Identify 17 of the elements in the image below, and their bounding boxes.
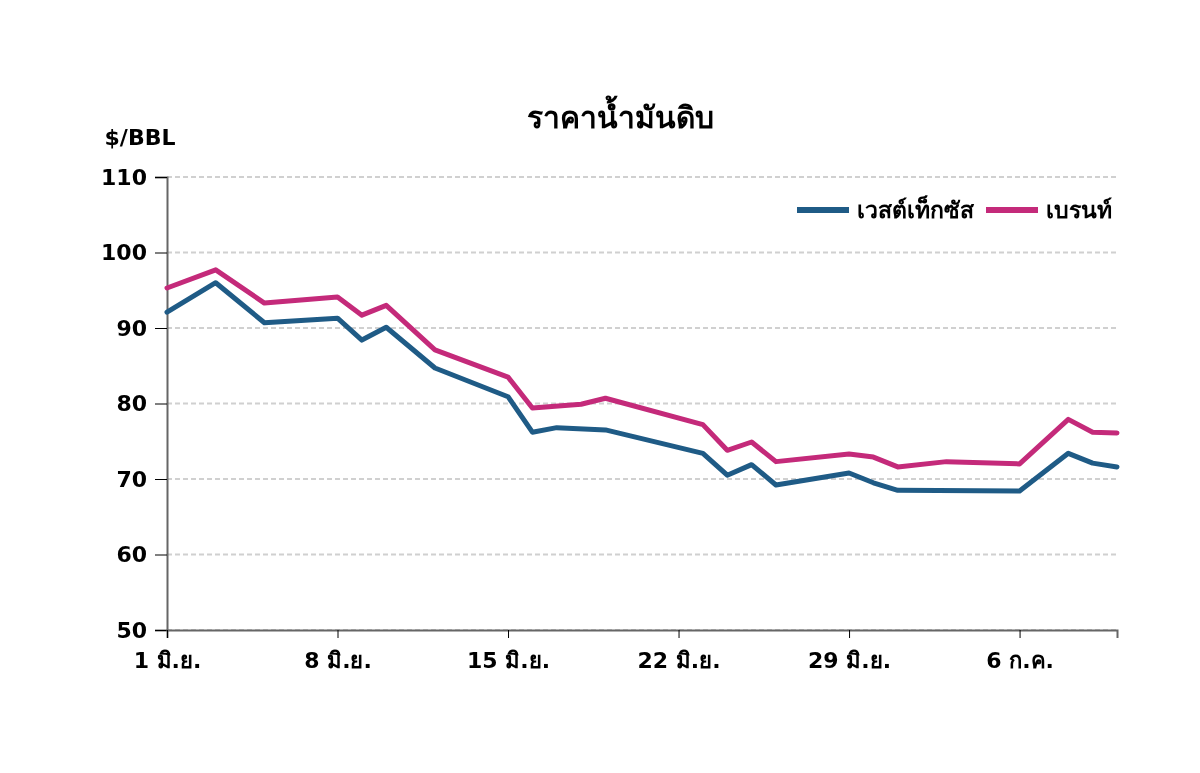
y-tick-label: 60: [116, 542, 147, 568]
y-tick-label: 80: [116, 391, 147, 417]
y-axis-title: $/BBL: [104, 125, 176, 150]
x-tick-label: 22 มิ.ย.: [637, 647, 721, 673]
y-tick-label: 110: [101, 164, 147, 190]
y-tick-label: 50: [116, 617, 147, 643]
x-tick-label: 29 มิ.ย.: [808, 647, 892, 673]
y-tick-label: 70: [116, 466, 147, 492]
chart-title: ราคาน้ำมันดิบ: [526, 95, 714, 135]
x-tick-label: 15 มิ.ย.: [467, 647, 551, 673]
legend-label: เวสต์เท็กซัส: [857, 195, 975, 223]
x-tick-label: 6 ก.ค.: [986, 647, 1054, 673]
y-tick-label: 100: [101, 240, 147, 266]
x-tick-label: 8 มิ.ย.: [304, 647, 372, 673]
y-tick-label: 90: [116, 315, 147, 341]
x-tick-label: 1 มิ.ย.: [133, 647, 202, 673]
legend-label: เบรนท์: [1046, 197, 1112, 223]
